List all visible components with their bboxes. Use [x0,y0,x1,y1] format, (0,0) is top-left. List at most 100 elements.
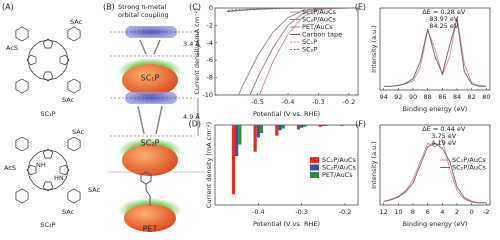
x-tick-label: 94 [380,93,388,101]
molecule-name: SC₁P [40,110,55,118]
bar [235,125,239,157]
panel-label: (B) [103,3,115,12]
y-axis-title: Intensity (a.u.) [370,141,378,189]
y-tick-label: -10 [202,91,213,99]
y-tick-label: -2 [207,21,213,29]
legend-swatch [310,172,319,178]
x-tick-label: 2 [455,208,459,216]
bar [253,125,257,152]
bar [300,125,304,128]
caption: orbital coupling [118,11,169,19]
group-label: HN [54,174,64,182]
plot-frame [214,7,359,96]
molecule-bonds [15,26,81,94]
series-group [227,8,349,95]
legend-swatch [310,164,319,171]
molecule-bonds [15,136,81,204]
group-label: NH [36,161,46,169]
panel-label: (C) [189,3,201,12]
x-axis-title: Potential (V vs. RHE) [253,220,320,228]
bar [318,125,322,127]
data-line [383,19,487,87]
x-tick-label: 82 [468,93,476,101]
bar [275,125,279,136]
y-tick-label: -6 [207,56,213,64]
legend-label: Carbon tape [302,31,342,39]
data-line [383,142,487,204]
distance-label: 4.9 Å [183,112,200,121]
x-tick-label: 12 [380,208,388,216]
x-tick-label: 92 [394,93,402,101]
group-label: SAc [62,96,75,104]
x-tick-label: -0.2 [343,98,356,106]
annotation: 83.97 eV [429,15,459,23]
x-tick-label: 90 [409,93,417,101]
molecule-name: SC₂P [141,139,160,148]
x-tick-label: -0.5 [251,98,264,106]
bar [303,125,307,127]
y-axis-title: Current density (mA cm⁻²) [205,122,213,208]
x-tick-label: -0.2 [339,208,352,216]
x-tick-label: -0.3 [312,98,325,106]
x-tick-label: 80 [482,93,490,101]
bar [231,125,236,195]
plot-frame [379,7,491,91]
group-label: SAc [70,18,83,26]
molecule-name: SC₂P [40,221,55,229]
panel-label: (A) [2,3,14,12]
annotation: 84.25 eV [429,22,459,30]
group-label: SAc [62,208,75,216]
legend-label: SC₂P/AuCs [302,16,336,24]
x-tick-label: -0.3 [295,208,308,216]
x-tick-label: -2 [483,208,489,216]
legend-label: SC₁P/AuCs [322,156,356,164]
panel-label: (F) [355,120,366,129]
bar [281,125,285,129]
x-tick-label: 86 [438,93,446,101]
annotation: ΔE = 0.44 eV [422,125,466,133]
annotation: 4.19 eV [431,139,457,147]
series-group [383,138,487,204]
data-line [383,138,487,204]
x-axis-title: Binding energy (eV) [403,220,468,228]
legend-label: SC₁P/AuCs [452,156,486,164]
bar [296,125,301,130]
y-axis-title: Intensity (a.u.) [370,25,378,73]
x-tick-label: 0 [470,208,474,216]
caption: Strong π-metal [118,3,167,11]
bar [256,125,260,138]
plot-frame [214,124,359,206]
y-axis-title: Current density (mA cm⁻²) [193,8,201,94]
bar [238,125,242,145]
group-label: SAc [88,186,101,194]
annotation: 3.75 eV [431,132,457,140]
x-tick-label: 8 [411,208,415,216]
x-tick-label: 88 [424,93,432,101]
group-label: AcS [6,44,18,52]
x-axis-title: Potential (V vs. RHE) [253,110,320,118]
legend-label: SC₁P/AuCs [302,8,336,16]
molecule-name: SC₁P [141,74,160,83]
group-label: SAc [72,128,85,136]
legend-label: SC₂P [302,46,317,54]
figure: (A) SC₁P SC₂P (B) Strong π-metal orbital… [2,3,491,234]
legend-swatch [310,157,319,163]
legend-label: PET/AuCs [322,171,353,179]
legend-label: SC₂P/AuCs [322,164,356,172]
panel-label: (D) [189,120,201,129]
bar [259,125,264,133]
legend-label: SC₁P [302,38,317,46]
x-axis-title: Binding energy (eV) [403,105,468,113]
group-label: AcS [4,164,16,172]
legend-label: PET/AuCs [302,23,333,31]
bar [324,125,329,126]
bar [278,125,282,131]
molecule-name: PET [143,225,158,234]
bar [321,125,325,126]
x-tick-label: -0.4 [282,98,295,106]
schematic [108,26,205,232]
y-tick-label: -4 [207,39,213,47]
legend-label: SC₂P/AuCs [452,164,486,172]
annotation: ΔE = 0.28 eV [422,8,466,16]
plot-frame [379,124,491,206]
